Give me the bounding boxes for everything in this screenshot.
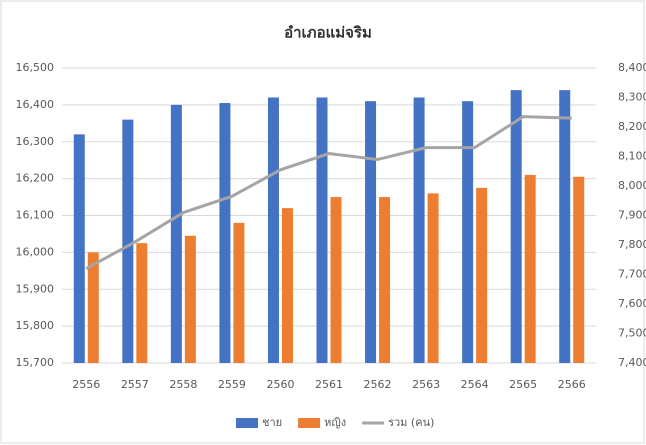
y2-tick-label: 8,400 (618, 61, 646, 74)
bar (219, 103, 231, 363)
x-tick-label: 2560 (266, 378, 294, 391)
bar (476, 187, 488, 363)
y-tick-label: 16,300 (16, 135, 55, 148)
bar (73, 134, 85, 363)
y-tick-label: 15,800 (16, 319, 55, 332)
bar (267, 97, 279, 363)
y-tick-label: 15,700 (16, 356, 55, 369)
y2-tick-label: 7,800 (618, 238, 646, 251)
x-tick-label: 2557 (121, 378, 149, 391)
line (85, 115, 572, 270)
bar (330, 197, 342, 363)
y-tick-label: 16,200 (16, 172, 55, 185)
bar (184, 235, 196, 363)
y2-tick-label: 7,700 (618, 268, 646, 281)
x-tick-label: 2562 (364, 378, 392, 391)
bar (87, 252, 99, 363)
bar (379, 197, 391, 363)
x-tick-label: 2563 (412, 378, 440, 391)
bar (122, 119, 134, 363)
bar (281, 208, 293, 363)
legend-swatch (236, 418, 258, 428)
y-tick-label: 16,000 (16, 245, 55, 258)
y2-tick-label: 8,300 (618, 91, 646, 104)
legend-label: ชาย (262, 416, 282, 429)
y-tick-label: 16,400 (16, 98, 55, 111)
chart-title: อำเภอแม่จริม (284, 24, 372, 42)
bar (573, 176, 585, 363)
y2-tick-label: 8,200 (618, 120, 646, 133)
x-tick-label: 2566 (558, 378, 586, 391)
x-tick-label: 2564 (461, 378, 489, 391)
x-tick-label: 2556 (72, 378, 100, 391)
y2-tick-label: 8,000 (618, 179, 646, 192)
x-tick-label: 2559 (218, 378, 246, 391)
y2-tick-label: 7,600 (618, 297, 646, 310)
x-tick-label: 2558 (169, 378, 197, 391)
y2-tick-label: 7,500 (618, 327, 646, 340)
x-tick-label: 2561 (315, 378, 343, 391)
bar (136, 243, 148, 363)
bar (427, 193, 439, 363)
y-tick-label: 15,900 (16, 282, 55, 295)
y-tick-label: 16,100 (16, 209, 55, 222)
bar (233, 222, 245, 363)
bar (365, 101, 377, 363)
legend-label: รวม (คน) (388, 416, 434, 429)
y2-tick-label: 7,900 (618, 209, 646, 222)
bar (524, 174, 536, 363)
legend-label: หญิง (324, 416, 346, 429)
bar (170, 104, 182, 363)
legend-swatch (298, 418, 321, 428)
y-tick-label: 16,500 (16, 61, 55, 74)
y2-tick-label: 7,400 (618, 356, 646, 369)
y2-tick-label: 8,100 (618, 150, 646, 163)
bar (462, 101, 474, 363)
bar (510, 90, 522, 363)
bar (413, 97, 425, 363)
bar (316, 97, 328, 363)
x-tick-label: 2565 (509, 378, 537, 391)
bar (559, 90, 571, 363)
